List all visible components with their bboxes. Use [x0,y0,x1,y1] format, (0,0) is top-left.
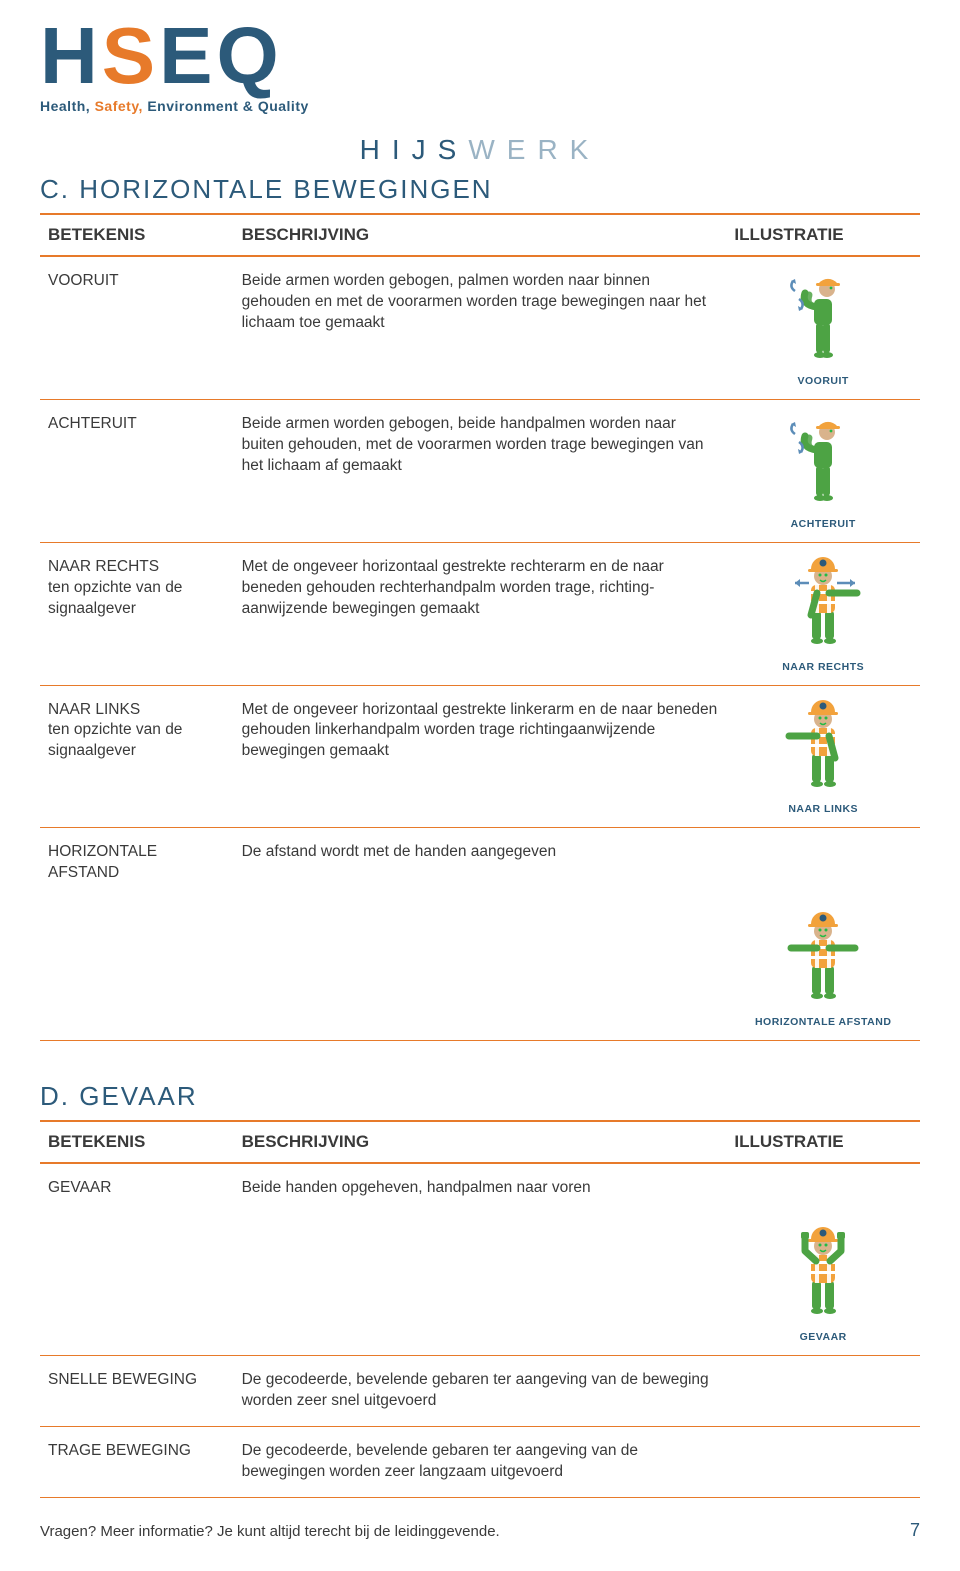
cell-illustratie [726,828,920,898]
cell-illustratie [726,1355,920,1426]
cell-illustratie: VOORUIT [726,256,920,399]
cell-betekenis: HORIZONTALE AFSTAND [40,828,234,898]
cell-illustratie: HORIZONTALE AFSTAND [726,898,920,1040]
table-row: GEVAAR Beide handen opgeheven, handpalme… [40,1163,920,1213]
cell-beschrijving: Met de ongeveer horizontaal gestrekte li… [234,685,727,828]
illustration: NAAR LINKS [778,694,868,817]
logo-q: Q [217,11,283,100]
section-d-title: D. GEVAAR [40,1081,920,1112]
signalman-icon [778,551,868,651]
illustration: GEVAAR [778,1221,868,1344]
figure-caption: ACHTERUIT [778,517,868,531]
table-row: ACHTERUIT Beide armen worden gebogen, be… [40,399,920,542]
section-c-table: BETEKENIS BESCHRIJVING ILLUSTRATIE VOORU… [40,213,920,1041]
cell-illustratie: ACHTERUIT [726,399,920,542]
signalman-icon [778,694,868,794]
cell-betekenis: NAAR RECHTSten opzichte van de signaalge… [40,542,234,685]
cell-beschrijving: Beide armen worden gebogen, palmen worde… [234,256,727,399]
illustration: NAAR RECHTS [778,551,868,674]
cell-beschrijving: Met de ongeveer horizontaal gestrekte re… [234,542,727,685]
table-row: SNELLE BEWEGING De gecodeerde, bevelende… [40,1355,920,1426]
table-header-row: BETEKENIS BESCHRIJVING ILLUSTRATIE [40,1121,920,1163]
col-illustratie: ILLUSTRATIE [726,214,920,256]
cell-betekenis: ACHTERUIT [40,399,234,542]
cell-illustratie [726,1163,920,1213]
col-beschrijving: BESCHRIJVING [234,214,727,256]
col-betekenis: BETEKENIS [40,214,234,256]
logo-e: E [159,11,216,100]
logo-h: H [40,11,102,100]
logo-subtitle: Health, Safety, Environment & Quality [40,98,920,114]
signalman-icon [778,1221,868,1321]
table-row-illustration-overflow: GEVAAR [40,1213,920,1355]
figure-caption: VOORUIT [778,374,868,388]
table-row: NAAR LINKSten opzichte van de signaalgev… [40,685,920,828]
cell-betekenis: GEVAAR [40,1163,234,1213]
hseq-logo: HSEQ Health, Safety, Environment & Quali… [40,20,920,114]
logo-s: S [102,11,159,100]
illustration: HORIZONTALE AFSTAND [755,906,891,1029]
footer-text: Vragen? Meer informatie? Je kunt altijd … [40,1523,500,1540]
signalman-icon [778,408,868,508]
illustration: VOORUIT [778,265,868,388]
cell-betekenis: TRAGE BEWEGING [40,1426,234,1497]
cell-betekenis: NAAR LINKSten opzichte van de signaalgev… [40,685,234,828]
cell-beschrijving: De gecodeerde, bevelende gebaren ter aan… [234,1355,727,1426]
cell-illustratie: NAAR LINKS [726,685,920,828]
table-row-illustration-overflow: HORIZONTALE AFSTAND [40,898,920,1040]
cell-betekenis: VOORUIT [40,256,234,399]
cell-illustratie: NAAR RECHTS [726,542,920,685]
col-beschrijving: BESCHRIJVING [234,1121,727,1163]
table-header-row: BETEKENIS BESCHRIJVING ILLUSTRATIE [40,214,920,256]
col-betekenis: BETEKENIS [40,1121,234,1163]
cell-beschrijving: De gecodeerde, bevelende gebaren ter aan… [234,1426,727,1497]
table-row: TRAGE BEWEGING De gecodeerde, bevelende … [40,1426,920,1497]
cell-beschrijving: De afstand wordt met de handen aangegeve… [234,828,727,898]
table-row: NAAR RECHTSten opzichte van de signaalge… [40,542,920,685]
section-d-table: BETEKENIS BESCHRIJVING ILLUSTRATIE GEVAA… [40,1120,920,1497]
figure-caption: GEVAAR [778,1330,868,1344]
cell-betekenis: SNELLE BEWEGING [40,1355,234,1426]
table-row: HORIZONTALE AFSTAND De afstand wordt met… [40,828,920,898]
col-illustratie: ILLUSTRATIE [726,1121,920,1163]
figure-caption: HORIZONTALE AFSTAND [755,1015,891,1029]
logo-letters: HSEQ [40,20,920,92]
figure-caption: NAAR RECHTS [778,660,868,674]
cell-illustratie: GEVAAR [726,1213,920,1355]
signalman-icon [778,265,868,365]
cell-beschrijving: Beide armen worden gebogen, beide handpa… [234,399,727,542]
cell-beschrijving: Beide handen opgeheven, handpalmen naar … [234,1163,727,1213]
figure-caption: NAAR LINKS [778,802,868,816]
cell-illustratie [726,1426,920,1497]
table-row: VOORUIT Beide armen worden gebogen, palm… [40,256,920,399]
page-header-hijswerk: HIJSWERK [40,134,920,166]
section-c-title: C. HORIZONTALE BEWEGINGEN [40,174,920,205]
illustration: ACHTERUIT [778,408,868,531]
signalman-icon [778,906,868,1006]
